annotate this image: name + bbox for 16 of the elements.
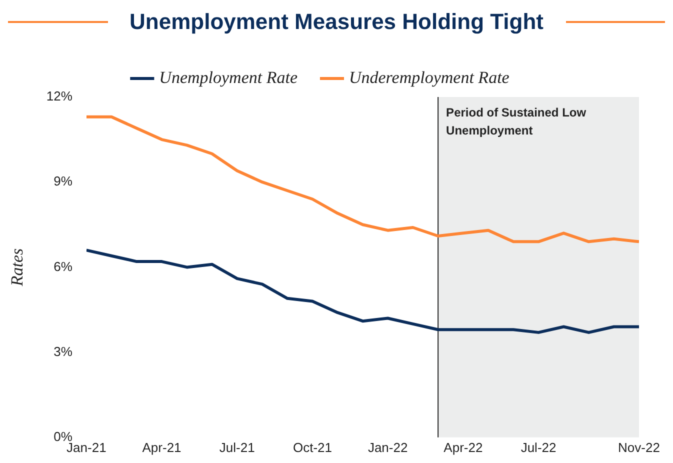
x-tick-label: Jan-22 (368, 440, 408, 455)
y-tick-label: 12% (46, 88, 73, 104)
x-tick-label: Nov-22 (618, 440, 660, 455)
x-tick-label: Oct-21 (292, 440, 332, 455)
y-tick-label: 3% (54, 344, 73, 359)
y-axis-title: Rates (8, 248, 27, 288)
x-tick-label: Apr-22 (444, 440, 483, 455)
legend-label: Underemployment Rate (348, 68, 510, 87)
x-tick-label: Apr-21 (142, 440, 182, 455)
y-tick-label: 9% (54, 174, 73, 189)
x-tick-label: Jul-21 (219, 440, 255, 455)
y-tick-label: 6% (54, 258, 73, 274)
x-tick-label: Jul-22 (520, 440, 556, 455)
chart-title: Unemployment Measures Holding Tight (128, 9, 544, 35)
legend-label: Unemployment Rate (159, 68, 298, 87)
band-label: Period of Sustained Low Unemployment (446, 105, 587, 138)
